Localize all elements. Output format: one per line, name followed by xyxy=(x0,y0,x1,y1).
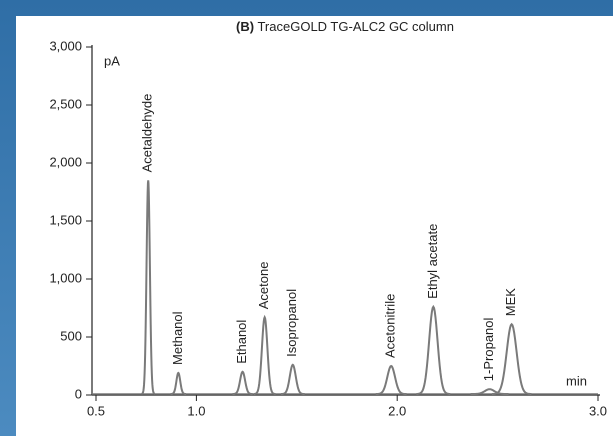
panel xyxy=(16,16,613,436)
peak-label: Ethanol xyxy=(234,320,249,364)
title-prefix: (B) xyxy=(236,19,254,34)
peak xyxy=(232,370,253,395)
peak xyxy=(470,388,509,395)
peak xyxy=(375,364,407,395)
chart-title: (B) TraceGOLD TG-ALC2 GC column xyxy=(236,19,454,34)
peak xyxy=(253,314,276,395)
peak-label: Acetonitrile xyxy=(383,294,398,358)
y-tick-label: 2,000 xyxy=(49,154,82,169)
x-tick-label: 2.0 xyxy=(388,403,406,418)
y-tick-label: 1,500 xyxy=(49,212,82,227)
peak xyxy=(416,304,451,395)
title-text: TraceGOLD TG-ALC2 GC column xyxy=(257,19,454,34)
peak xyxy=(280,363,305,395)
x-tick-label: 3.0 xyxy=(589,403,607,418)
peak xyxy=(170,371,187,395)
peak-label: Acetaldehyde xyxy=(140,94,155,173)
y-tick-label: 0 xyxy=(75,386,82,401)
peak-label: Acetone xyxy=(256,262,271,310)
peak-label: MEK xyxy=(503,288,518,317)
y-tick-label: 1,000 xyxy=(49,270,82,285)
peak-label: Isopropanol xyxy=(284,289,299,357)
y-tick-label: 500 xyxy=(60,328,82,343)
peak-label: Methanol xyxy=(170,311,185,365)
x-tick-label: 1.0 xyxy=(187,403,205,418)
peak-label: Ethyl acetate xyxy=(425,224,440,299)
peak xyxy=(491,322,532,395)
y-tick-label: 3,000 xyxy=(49,38,82,53)
y-unit: pA xyxy=(104,53,120,68)
y-tick-label: 2,500 xyxy=(49,96,82,111)
x-tick-label: 0.5 xyxy=(87,403,105,418)
peak-label: 1-Propanol xyxy=(481,317,496,381)
peak xyxy=(141,180,156,395)
x-unit: min xyxy=(566,373,587,388)
